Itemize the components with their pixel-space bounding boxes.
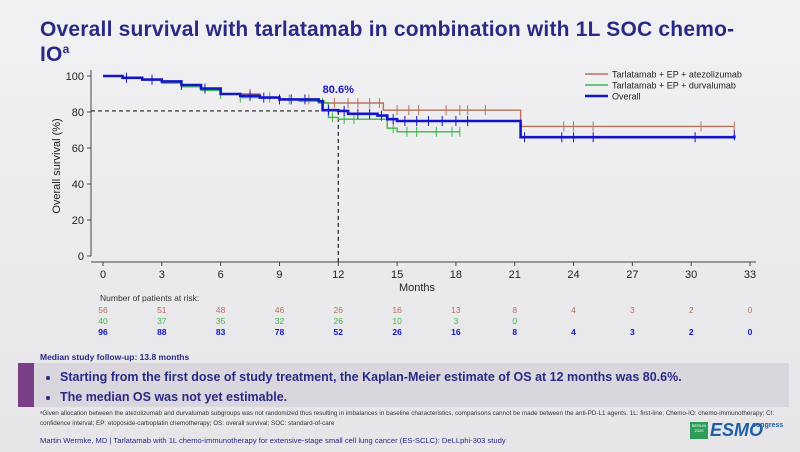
legend-label: Overall (612, 92, 641, 102)
at-risk-value: 8 (512, 305, 517, 315)
y-tick-label: 80 (72, 107, 84, 119)
at-risk-value: 35 (216, 316, 226, 326)
at-risk-heading: Number of patients at risk: (100, 293, 200, 303)
x-tick-label: 33 (744, 269, 756, 281)
bullet-os-12-months: Starting from the first dose of study tr… (60, 367, 789, 387)
at-risk-value: 52 (334, 327, 344, 337)
at-risk-value: 56 (98, 305, 108, 315)
y-tick-label: 60 (72, 143, 84, 155)
at-risk-value: 48 (216, 305, 226, 315)
at-risk-value: 4 (571, 305, 576, 315)
y-tick-label: 0 (78, 251, 84, 263)
at-risk-value: 0 (748, 305, 753, 315)
bullet-median-os: The median OS was not yet estimable. (60, 387, 789, 407)
berlin-badge: BERLIN 2025 (690, 422, 708, 439)
at-risk-value: 32 (275, 316, 285, 326)
at-risk-value: 0 (512, 316, 517, 326)
at-risk-value: 26 (392, 327, 402, 337)
at-risk-value: 8 (512, 327, 517, 337)
km-curve-overall (103, 74, 736, 139)
esmo-logo: BERLIN 2025 ESMO congress (690, 420, 790, 444)
at-risk-value: 2 (689, 305, 694, 315)
at-risk-value: 13 (451, 305, 461, 315)
esmo-brand: ESMO (710, 420, 764, 440)
legend-label: Tarlatamab + EP + atezolizumab (612, 70, 742, 80)
y-tick-label: 20 (72, 215, 84, 227)
x-tick-label: 30 (685, 269, 697, 281)
congress-label: congress (752, 422, 784, 429)
x-tick-label: 15 (391, 269, 403, 281)
at-risk-value: 26 (334, 316, 344, 326)
title-footnote-marker: a (62, 42, 70, 56)
at-risk-value: 51 (157, 305, 167, 315)
x-axis-label: Months (399, 282, 436, 294)
at-risk-value: 3 (630, 327, 635, 337)
footnote: ᵃGiven allocation between the atezolizum… (40, 410, 775, 427)
at-risk-value: 40 (98, 316, 108, 326)
key-findings-callout: Starting from the first dose of study tr… (18, 363, 789, 407)
at-risk-value: 3 (454, 316, 459, 326)
km-curve-durvalumab (103, 75, 460, 133)
legend-label: Tarlatamab + EP + durvalumab (612, 81, 736, 91)
at-risk-value: 10 (392, 316, 402, 326)
at-risk-value: 26 (334, 305, 344, 315)
x-tick-label: 27 (626, 269, 638, 281)
at-risk-value: 46 (275, 305, 285, 315)
y-tick-label: 100 (66, 71, 84, 83)
at-risk-value: 88 (157, 327, 167, 337)
x-tick-label: 12 (332, 269, 344, 281)
at-risk-value: 3 (630, 305, 635, 315)
x-tick-label: 21 (509, 269, 521, 281)
annotation-80-6: 80.6% (323, 84, 354, 96)
slide-title: Overall survival with tarlatamab in comb… (40, 18, 760, 67)
x-tick-label: 6 (218, 269, 224, 281)
at-risk-value: 2 (689, 327, 694, 337)
y-axis-label: Overall survival (%) (51, 118, 63, 213)
at-risk-value: 0 (748, 327, 753, 337)
x-tick-label: 0 (100, 269, 106, 281)
x-tick-label: 24 (567, 269, 579, 281)
at-risk-value: 96 (98, 327, 108, 337)
at-risk-value: 16 (451, 327, 461, 337)
at-risk-value: 83 (216, 327, 226, 337)
at-risk-value: 78 (275, 327, 285, 337)
at-risk-value: 16 (392, 305, 402, 315)
y-tick-label: 40 (72, 179, 84, 191)
at-risk-value: 4 (571, 327, 576, 337)
at-risk-value: 37 (157, 316, 167, 326)
x-tick-label: 9 (276, 269, 282, 281)
presenter-byline: Martin Wermke, MD | Tarlatamab with 1L c… (40, 436, 506, 445)
x-tick-label: 18 (450, 269, 462, 281)
x-tick-label: 3 (159, 269, 165, 281)
title-text: Overall survival with tarlatamab in comb… (40, 18, 735, 66)
median-followup: Median study follow-up: 13.8 months (40, 352, 190, 362)
